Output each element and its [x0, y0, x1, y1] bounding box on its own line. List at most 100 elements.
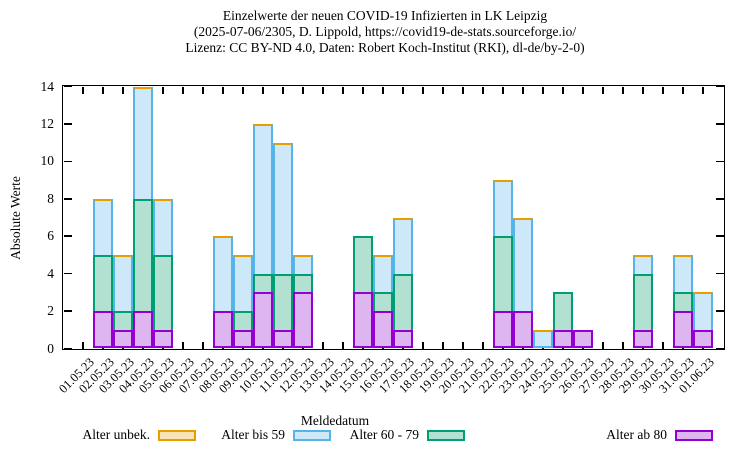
y-tick — [63, 198, 72, 200]
bar-segment — [353, 236, 373, 293]
y-tick — [63, 85, 72, 88]
chart-title-line-2: (2025-07-06/2305, D. Lippold, https://co… — [193, 24, 577, 39]
bar-segment — [693, 292, 713, 330]
bar-segment — [133, 198, 153, 312]
legend-label: Alter 60 - 79 — [349, 427, 419, 442]
x-tick-mirror — [622, 86, 624, 94]
x-tick — [182, 341, 184, 349]
bar-segment — [493, 180, 513, 237]
bar-segment — [93, 311, 113, 349]
x-tick-mirror — [82, 86, 84, 94]
plot-frame — [62, 85, 725, 350]
bar-segment — [633, 254, 653, 274]
x-tick-mirror — [422, 86, 424, 94]
bar-segment — [393, 273, 413, 330]
bar-segment — [493, 236, 513, 312]
bar-segment — [673, 292, 693, 312]
y-tick-label: 14 — [40, 78, 55, 94]
legend-label: Alter bis 59 — [221, 427, 285, 442]
x-tick-mirror — [322, 86, 324, 94]
bar-segment — [533, 329, 553, 349]
bar-segment — [253, 123, 273, 274]
x-tick-mirror — [562, 86, 564, 94]
y-tick-mirror — [715, 198, 724, 200]
chart-title-line-3: Lizenz: CC BY-ND 4.0, Daten: Robert Koch… — [185, 40, 585, 55]
x-tick — [662, 341, 664, 349]
x-tick-mirror — [262, 86, 264, 94]
bar-segment — [393, 217, 413, 274]
x-tick-mirror — [702, 86, 704, 94]
bar-segment — [93, 198, 113, 255]
y-tick — [63, 235, 72, 237]
legend-swatch — [293, 430, 331, 441]
y-tick — [63, 160, 72, 163]
y-tick-label: 2 — [47, 303, 54, 319]
bar-segment — [213, 236, 233, 312]
x-tick-mirror — [122, 86, 124, 94]
x-tick — [462, 341, 464, 349]
x-tick-mirror — [602, 86, 604, 94]
bar-segment — [373, 311, 393, 349]
x-tick — [82, 341, 84, 349]
x-tick-mirror — [162, 86, 164, 94]
x-tick-mirror — [442, 86, 444, 94]
bar-segment — [113, 311, 133, 330]
bar-segment — [273, 142, 293, 274]
y-tick-mirror — [715, 235, 724, 237]
bar-segment — [233, 254, 253, 312]
bar-segment — [213, 311, 233, 349]
y-tick-label: 6 — [47, 228, 54, 244]
x-tick-mirror — [202, 86, 204, 94]
y-tick-label: 4 — [47, 265, 54, 281]
y-tick — [63, 347, 72, 350]
legend-swatch — [675, 430, 713, 441]
x-tick-mirror — [482, 86, 484, 94]
x-tick-mirror — [522, 86, 524, 94]
x-tick-mirror — [182, 86, 184, 94]
y-tick-mirror — [715, 347, 724, 350]
x-tick-mirror — [642, 86, 644, 94]
y-tick-mirror — [715, 85, 724, 88]
x-tick-mirror — [462, 86, 464, 94]
bar-segment — [273, 273, 293, 330]
x-tick-mirror — [242, 86, 244, 94]
bar-segment — [113, 254, 133, 312]
x-tick-mirror — [102, 86, 104, 94]
bar-segment — [153, 254, 173, 330]
x-axis-label: Meldedatum — [300, 413, 370, 428]
bar-segment — [353, 292, 373, 349]
bar-segment — [373, 254, 393, 293]
y-tick — [63, 123, 72, 125]
bar-segment — [113, 329, 133, 349]
bar-segment — [493, 311, 513, 349]
x-tick — [322, 341, 324, 349]
bar-segment — [253, 273, 273, 293]
bar-segment — [293, 273, 313, 293]
bar-segment — [393, 329, 413, 349]
x-tick-mirror — [582, 86, 584, 94]
x-tick-mirror — [342, 86, 344, 94]
x-tick-mirror — [362, 86, 364, 94]
x-tick-mirror — [682, 86, 684, 94]
bar-segment — [233, 311, 253, 330]
x-tick — [482, 341, 484, 349]
x-tick — [202, 341, 204, 349]
bar-segment — [133, 311, 153, 349]
legend-swatch — [158, 430, 196, 441]
y-tick-mirror — [715, 123, 724, 125]
bar-segment — [253, 292, 273, 349]
y-tick-label: 12 — [40, 115, 55, 131]
bar-segment — [573, 329, 593, 349]
x-tick-mirror — [402, 86, 404, 94]
x-tick — [622, 341, 624, 349]
legend-label: Alter unbek. — [82, 427, 150, 442]
bar-segment — [293, 292, 313, 349]
x-tick-mirror — [382, 86, 384, 94]
x-tick-mirror — [282, 86, 284, 94]
bar-segment — [233, 329, 253, 349]
bar-segment — [153, 198, 173, 255]
bar-segment — [693, 329, 713, 349]
bar-segment — [553, 329, 573, 349]
x-tick — [442, 341, 444, 349]
